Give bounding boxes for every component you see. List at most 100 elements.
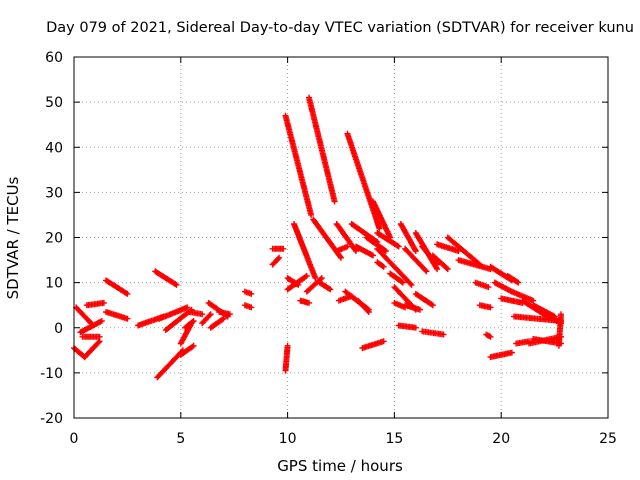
data-series-segment: [412, 290, 436, 309]
data-point-markers: [269, 245, 287, 252]
data-series-segment: [241, 302, 255, 311]
data-point-markers: [412, 290, 436, 309]
data-point-markers: [316, 279, 334, 293]
y-tick-label: 30: [45, 185, 63, 201]
x-axis-title: GPS time / hours: [277, 457, 403, 475]
data-series-segment: [487, 349, 515, 361]
data-point-markers: [77, 318, 105, 336]
data-point-markers: [353, 243, 376, 259]
data-point-markers: [81, 338, 103, 361]
data-series-segment: [359, 338, 387, 352]
data-point-markers: [199, 311, 214, 327]
data-point-markers: [374, 245, 415, 288]
data-series-segment: [306, 94, 338, 205]
data-series-segment: [374, 245, 415, 288]
data-point-markers: [333, 221, 359, 254]
data-point-markers: [483, 331, 494, 340]
data-series-segment: [363, 234, 389, 254]
data-series-segment: [374, 259, 387, 270]
data-series-segment: [177, 342, 197, 358]
data-series-segment: [508, 288, 537, 304]
data-point-markers: [156, 304, 191, 322]
data-point-markers: [291, 221, 319, 282]
data-series-segment: [156, 304, 191, 322]
data-point-markers: [504, 272, 522, 286]
data-series-segment: [103, 309, 131, 322]
data-point-markers: [476, 302, 494, 311]
x-axis: 0 5 10 15 20 25: [70, 57, 617, 447]
data-series-segment: [269, 254, 283, 268]
data-point-markers: [269, 254, 283, 268]
data-point-markers: [182, 318, 197, 331]
y-tick-label: 40: [45, 140, 63, 156]
data-point-markers: [455, 257, 494, 273]
data-point-markers: [511, 313, 564, 324]
data-series-segment: [353, 243, 376, 259]
data-point-markers: [429, 252, 451, 273]
data-points: [71, 94, 564, 381]
data-point-markers: [359, 338, 387, 352]
data-point-markers: [103, 309, 131, 322]
data-series-segment: [387, 270, 406, 286]
y-axis: -20 -10 0 10 20 30 40 50 60: [40, 50, 608, 427]
data-point-markers: [152, 268, 180, 288]
y-tick-label: 0: [54, 321, 63, 337]
x-tick-label: 15: [385, 431, 403, 447]
data-point-markers: [207, 315, 227, 331]
y-tick-label: 20: [45, 231, 63, 247]
data-series-segment: [395, 322, 419, 331]
x-tick-label: 5: [176, 431, 185, 447]
data-series-segment: [282, 342, 291, 374]
data-point-markers: [508, 288, 537, 304]
data-series-segment: [81, 338, 103, 361]
data-point-markers: [83, 299, 107, 309]
data-series-segment: [476, 302, 494, 311]
data-point-markers: [333, 243, 351, 254]
y-tick-label: 10: [45, 276, 63, 292]
data-point-markers: [374, 230, 402, 250]
y-axis-title: SDTVAR / TECUs: [4, 176, 22, 299]
data-series-segment: [555, 311, 564, 349]
data-series-segment: [333, 221, 359, 254]
data-point-markers: [103, 277, 131, 297]
data-point-markers: [395, 322, 419, 331]
data-point-markers: [306, 94, 338, 205]
data-series-segment: [216, 309, 233, 318]
data-point-markers: [355, 297, 372, 315]
data-point-markers: [282, 342, 291, 374]
data-series-segment: [402, 302, 423, 313]
data-point-markers: [434, 241, 462, 254]
data-series-segment: [284, 275, 302, 288]
data-series-segment: [282, 112, 315, 218]
x-tick-label: 25: [599, 431, 617, 447]
data-point-markers: [419, 328, 447, 338]
data-point-markers: [363, 234, 389, 254]
data-series-segment: [152, 268, 180, 288]
data-series-segment: [291, 221, 319, 282]
data-point-markers: [284, 275, 302, 288]
data-point-markers: [487, 349, 515, 361]
chart-title: Day 079 of 2021, Sidereal Day-to-day VTE…: [46, 20, 634, 36]
data-series-segment: [77, 318, 105, 336]
data-series-segment: [504, 272, 522, 286]
data-series-segment: [434, 241, 462, 254]
data-series-segment: [297, 297, 312, 306]
data-series-segment: [316, 279, 334, 293]
data-series-segment: [455, 257, 494, 273]
data-series-segment: [186, 309, 206, 318]
data-point-markers: [402, 302, 423, 313]
data-series-segment: [397, 221, 419, 254]
data-series-segment: [83, 299, 107, 309]
data-point-markers: [79, 333, 103, 340]
data-series-segment: [511, 313, 564, 324]
y-tick-label: -20: [40, 411, 63, 427]
data-point-markers: [498, 295, 526, 306]
data-series-segment: [182, 318, 197, 331]
data-series-segment: [241, 288, 255, 297]
data-series-segment: [333, 243, 351, 254]
data-series-segment: [370, 198, 394, 241]
data-point-markers: [397, 221, 419, 254]
data-point-markers: [177, 342, 197, 358]
